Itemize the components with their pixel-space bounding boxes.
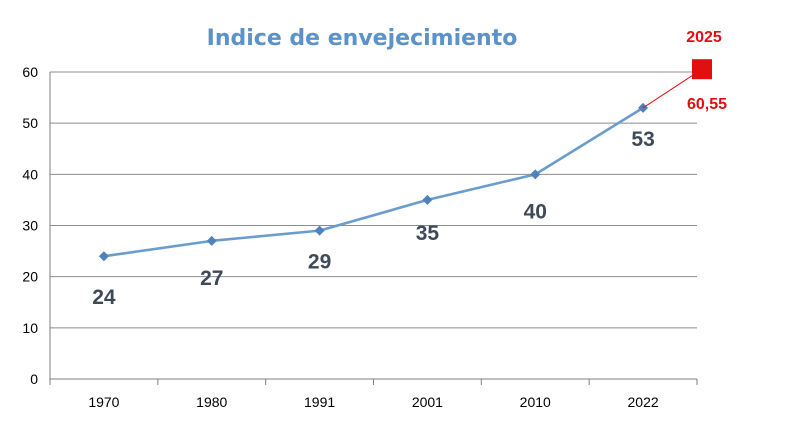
projection-marker [692, 59, 712, 80]
y-tick-label: 40 [22, 166, 38, 182]
data-label: 27 [200, 267, 223, 290]
data-label: 29 [308, 251, 331, 274]
chart-title: Indice de envejecimiento [207, 26, 518, 51]
y-tick-label: 10 [22, 320, 38, 336]
y-axis-ticks: 0 10 20 30 40 50 60 [22, 64, 38, 387]
x-tick-label: 2001 [412, 394, 443, 410]
series-line [98, 102, 649, 262]
x-tick-label: 1980 [196, 394, 227, 410]
projection-2025: 2025 60,55 [642, 29, 727, 113]
data-label: 53 [631, 128, 654, 151]
data-label: 40 [524, 200, 547, 223]
y-tick-label: 30 [22, 218, 38, 234]
grid-lines [49, 71, 697, 380]
data-point [314, 225, 325, 236]
x-tick-label: 2010 [520, 394, 551, 410]
data-point [422, 194, 433, 205]
x-tick-label: 1970 [88, 394, 119, 410]
projection-year-label: 2025 [686, 29, 722, 46]
x-axis: 1970 1980 1991 2001 2010 2022 [49, 379, 698, 410]
y-tick-label: 60 [22, 64, 38, 80]
y-tick-label: 50 [22, 115, 38, 131]
data-label: 24 [92, 286, 116, 309]
projection-value-label: 60,55 [687, 96, 727, 113]
data-point [98, 251, 109, 262]
data-point [206, 235, 217, 246]
y-tick-label: 20 [22, 269, 38, 285]
x-tick-label: 1991 [304, 394, 335, 410]
data-point [530, 169, 541, 180]
x-tick-label: 2022 [628, 394, 659, 410]
data-labels: 24 27 29 35 40 53 [92, 128, 655, 309]
y-tick-label: 0 [30, 371, 38, 387]
data-label: 35 [416, 222, 440, 245]
series-polyline [103, 106, 644, 258]
